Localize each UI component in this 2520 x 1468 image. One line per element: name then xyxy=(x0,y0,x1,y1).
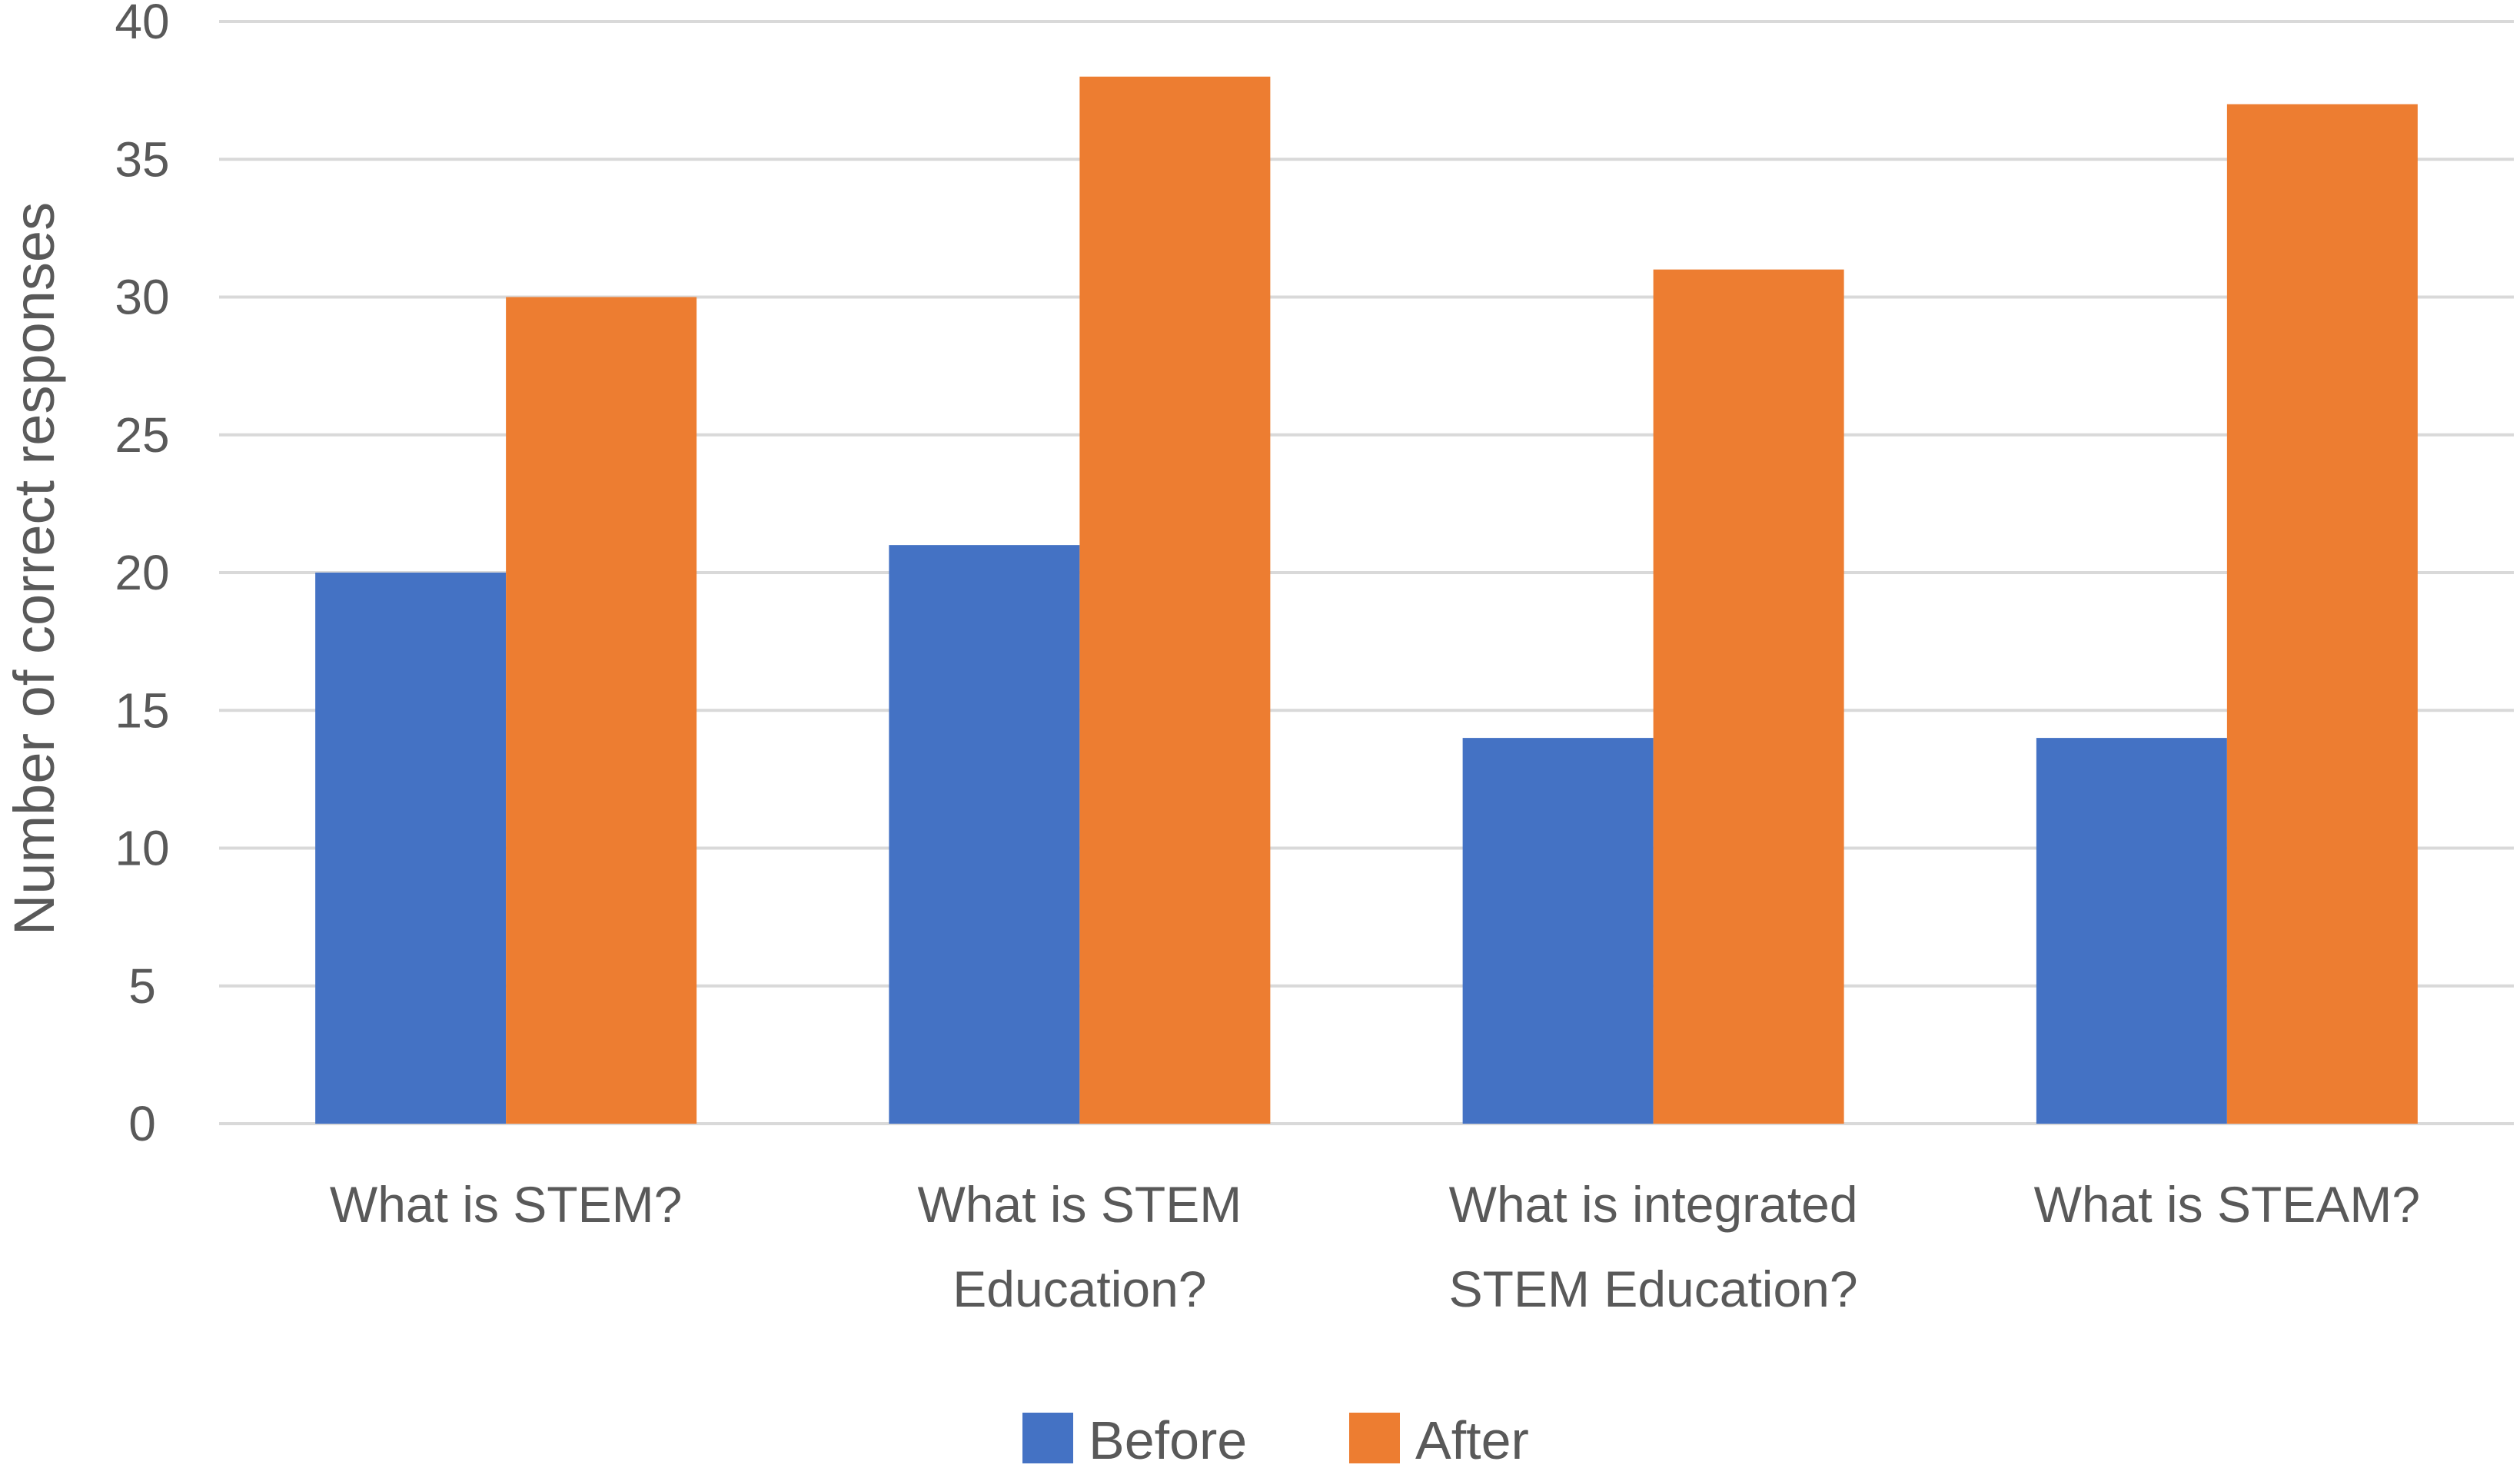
legend-swatch-before xyxy=(1022,1413,1073,1463)
legend-swatch-after xyxy=(1349,1413,1400,1463)
y-tick-label: 25 xyxy=(115,407,169,463)
bar-before-1 xyxy=(315,573,507,1124)
y-axis-title: Number of correct responses xyxy=(2,202,66,935)
legend-label-after: After xyxy=(1415,1410,1529,1468)
legend: Before After xyxy=(1022,1410,1529,1468)
x-tick-label: What is STEAM? xyxy=(2034,1176,2420,1233)
y-tick-label: 40 xyxy=(115,0,169,49)
y-tick-label: 30 xyxy=(115,270,169,325)
y-tick-label: 10 xyxy=(115,821,169,876)
x-tick-label: What is STEM xyxy=(918,1176,1242,1233)
x-tick-label: What is integrated xyxy=(1449,1176,1858,1233)
bar-before-4 xyxy=(2036,738,2227,1124)
y-tick-label: 20 xyxy=(115,545,169,600)
y-tick-label: 5 xyxy=(128,958,156,1014)
x-tick-label: What is STEM? xyxy=(330,1176,682,1233)
y-tick-label: 0 xyxy=(128,1096,156,1151)
bar-after-1 xyxy=(506,297,697,1124)
bar-after-2 xyxy=(1079,76,1271,1124)
y-tick-label: 15 xyxy=(115,683,169,738)
y-axis-ticks: 0 5 10 15 20 25 30 35 40 xyxy=(115,0,169,1151)
x-tick-label: Education? xyxy=(952,1260,1206,1317)
bar-before-3 xyxy=(1462,738,1654,1124)
bar-after-3 xyxy=(1653,269,1844,1124)
bar-before-2 xyxy=(889,545,1080,1124)
x-tick-label: STEM Education? xyxy=(1449,1260,1858,1317)
y-tick-label: 35 xyxy=(115,131,169,187)
legend-label-before: Before xyxy=(1089,1410,1247,1468)
bars xyxy=(315,76,2418,1124)
x-axis-labels: What is STEM? What is STEM Education? What … xyxy=(330,1176,2420,1317)
bar-after-4 xyxy=(2226,104,2418,1124)
